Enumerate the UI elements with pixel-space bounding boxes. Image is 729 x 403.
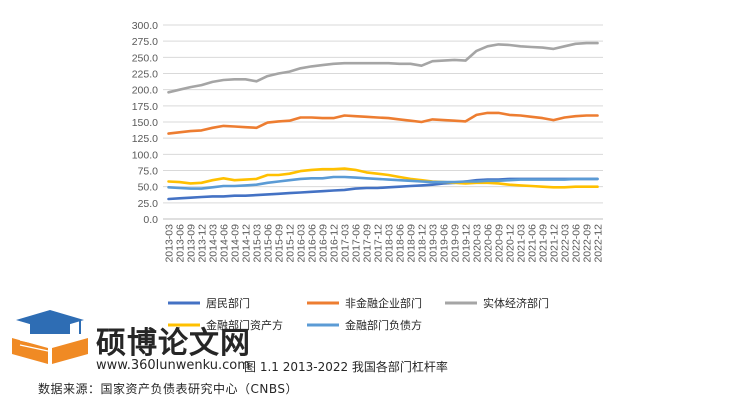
x-tick-label: 2018-12 [417,224,429,263]
x-tick-label: 2018-03 [384,224,396,263]
x-tick-label: 2016-12 [329,224,341,263]
x-tick-label: 2015-12 [285,224,297,263]
x-tick-label: 2017-09 [362,224,374,263]
x-tick-label: 2013-03 [164,224,176,263]
x-tick-label: 2016-03 [296,224,308,263]
x-tick-label: 2015-03 [252,224,264,263]
x-tick-label: 2013-09 [186,224,198,263]
x-tick-label: 2020-03 [472,224,484,263]
y-tick-label: 100.0 [132,149,158,161]
y-tick-label: 25.0 [138,198,159,210]
series-line [167,111,599,135]
legend-label: 金融部门资产方 [206,318,283,332]
x-tick-label: 2019-12 [461,224,473,263]
x-tick-label: 2015-06 [263,224,275,263]
x-tick-label: 2019-06 [439,224,451,263]
y-tick-label: 250.0 [132,52,158,64]
y-tick-label: 150.0 [132,117,158,129]
x-tick-label: 2014-12 [241,224,253,263]
legend-label: 实体经济部门 [483,296,549,310]
x-tick-label: 2022-12 [593,224,605,263]
series-line [167,175,599,190]
x-tick-label: 2019-09 [450,224,462,263]
x-tick-label: 2014-09 [230,224,242,263]
watermark-brand: 硕博论文网 [96,326,251,361]
x-tick-label: 2017-12 [373,224,385,263]
y-tick-label: 50.0 [138,182,159,194]
y-tick-label: 0.0 [143,214,158,226]
gridlines [163,24,603,220]
data-source-note: 数据来源：国家资产负债表研究中心（CNBS） [38,382,298,396]
x-tick-label: 2021-06 [527,224,539,263]
series-line [167,167,599,189]
legend-label: 金融部门负债方 [345,318,422,332]
y-tick-label: 300.0 [132,20,158,32]
x-tick-label: 2014-06 [219,224,231,263]
y-tick-label: 75.0 [138,166,159,178]
series-lines [167,41,599,201]
x-tick-label: 2022-09 [582,224,594,263]
y-tick-label: 175.0 [132,101,158,113]
x-tick-label: 2021-12 [549,224,561,263]
x-tick-label: 2018-09 [406,224,418,263]
x-tick-label: 2019-03 [428,224,440,263]
y-tick-label: 225.0 [132,69,158,81]
series-line [167,177,599,201]
x-tick-label: 2018-06 [395,224,407,263]
watermark-logo [10,308,90,370]
x-tick-label: 2020-06 [483,224,495,263]
x-axis-ticks: 2013-03 2013-06 2013-09 2013-12 2014-03 2014-… [164,224,605,263]
y-tick-label: 275.0 [132,36,158,48]
x-tick-label: 2015-09 [274,224,286,263]
x-tick-label: 2021-09 [538,224,550,263]
watermark-url: www.360lunwenku.com [96,358,250,373]
x-tick-label: 2013-06 [175,224,187,263]
y-tick-label: 200.0 [132,85,158,97]
series-line [167,41,599,94]
x-tick-label: 2022-03 [560,224,572,263]
x-tick-label: 2021-03 [516,224,528,263]
legend-label: 居民部门 [206,296,250,310]
x-tick-label: 2016-06 [307,224,319,263]
figure-caption: 图 1.1 2013-2022 我国各部门杠杆率 [244,360,448,374]
x-tick-label: 2020-09 [494,224,506,263]
x-tick-label: 2017-06 [351,224,363,263]
x-tick-label: 2017-03 [340,224,352,263]
y-axis-ticks: 0.0 25.0 50.0 75.0 100.0 125.0 150.0 175.0 200.0… [132,20,158,226]
x-tick-label: 2014-03 [208,224,220,263]
y-tick-label: 125.0 [132,133,158,145]
x-tick-label: 2022-06 [571,224,583,263]
x-tick-label: 2013-12 [197,224,209,263]
x-tick-label: 2016-09 [318,224,330,263]
legend-label: 非金融企业部门 [345,296,422,310]
x-tick-label: 2020-12 [505,224,517,263]
